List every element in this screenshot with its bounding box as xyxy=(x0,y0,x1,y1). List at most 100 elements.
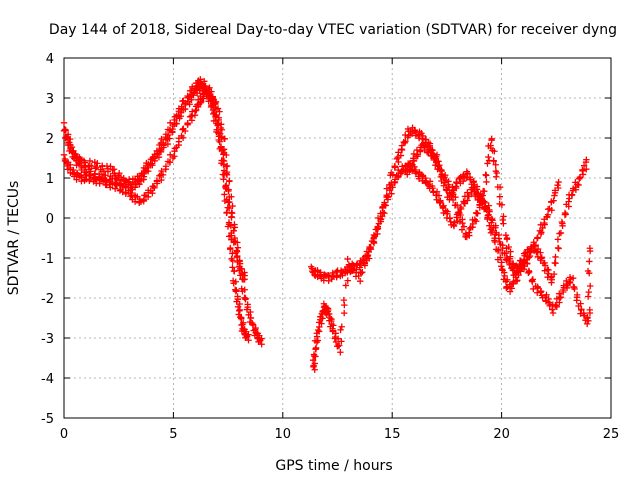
y-axis-label: SDTVAR / TECUs xyxy=(6,181,22,296)
data-point xyxy=(314,268,321,275)
y-tick-label: 0 xyxy=(46,212,54,227)
data-point xyxy=(529,278,536,285)
data-point xyxy=(162,136,170,144)
data-point xyxy=(106,181,113,188)
data-point xyxy=(466,173,474,181)
data-point xyxy=(189,108,196,115)
data-point xyxy=(205,86,212,93)
gridlines xyxy=(64,58,611,418)
data-point xyxy=(60,151,68,158)
data-point xyxy=(220,176,227,183)
data-point xyxy=(344,277,351,284)
data-point xyxy=(78,174,85,181)
data-point xyxy=(325,306,332,314)
data-point xyxy=(72,150,79,158)
data-point xyxy=(491,148,498,155)
data-point xyxy=(411,163,418,171)
data-point xyxy=(493,173,500,180)
data-point xyxy=(537,249,544,256)
data-point xyxy=(232,278,239,285)
y-tick-label: 3 xyxy=(46,92,54,107)
data-point xyxy=(188,112,195,120)
data-point xyxy=(184,120,191,128)
data-point xyxy=(552,302,560,309)
data-point xyxy=(486,208,493,215)
data-point xyxy=(337,349,344,356)
data-point xyxy=(569,274,577,282)
data-point xyxy=(485,202,492,209)
data-point xyxy=(77,172,85,180)
data-point xyxy=(153,178,161,185)
data-point xyxy=(216,108,223,115)
data-point xyxy=(227,222,234,229)
data-point xyxy=(192,107,199,114)
data-point xyxy=(539,224,546,232)
data-point xyxy=(555,178,562,186)
data-point xyxy=(490,157,497,164)
data-point xyxy=(554,236,562,243)
data-point xyxy=(502,231,510,239)
data-point xyxy=(140,196,148,203)
data-point xyxy=(217,143,225,150)
data-point xyxy=(340,296,348,304)
data-point xyxy=(422,174,429,182)
data-point xyxy=(374,223,381,231)
x-tick-label: 20 xyxy=(493,427,510,442)
data-point xyxy=(173,120,180,127)
data-point xyxy=(579,171,587,178)
data-point xyxy=(383,193,390,201)
data-point xyxy=(556,230,563,237)
data-point xyxy=(586,306,593,314)
data-point xyxy=(482,205,489,213)
data-point xyxy=(320,300,328,307)
data-point xyxy=(543,291,550,298)
data-point xyxy=(435,192,443,199)
data-point xyxy=(403,163,411,170)
data-point xyxy=(157,148,165,156)
data-point xyxy=(508,285,515,292)
data-point xyxy=(236,307,243,315)
data-point xyxy=(160,142,167,149)
data-point xyxy=(379,213,386,220)
data-point xyxy=(398,145,405,153)
y-tick-label: -2 xyxy=(41,292,54,307)
data-point xyxy=(580,162,588,169)
y-tick-label: -3 xyxy=(41,332,54,347)
data-point xyxy=(577,300,584,307)
data-point xyxy=(342,282,349,289)
data-point xyxy=(526,249,533,256)
data-point xyxy=(159,171,167,179)
data-point xyxy=(166,159,173,166)
data-point xyxy=(120,180,128,188)
data-point xyxy=(544,213,551,221)
data-point xyxy=(377,216,384,223)
data-point xyxy=(586,258,593,265)
data-point xyxy=(499,242,506,249)
data-point xyxy=(433,151,441,158)
data-point xyxy=(527,245,535,252)
data-point xyxy=(179,134,187,142)
data-point xyxy=(559,220,566,227)
data-point xyxy=(538,229,545,236)
data-point xyxy=(236,306,244,314)
data-point xyxy=(457,205,465,213)
data-point xyxy=(451,219,458,226)
data-point xyxy=(421,144,428,152)
data-point xyxy=(517,264,525,271)
data-point xyxy=(583,156,590,163)
data-point xyxy=(563,277,570,285)
data-point xyxy=(428,149,435,156)
data-point xyxy=(534,235,541,242)
data-point xyxy=(60,127,68,134)
data-point xyxy=(104,168,112,175)
data-point xyxy=(190,91,197,99)
data-point xyxy=(553,303,561,311)
data-point xyxy=(485,153,492,161)
data-points xyxy=(60,76,594,373)
data-point xyxy=(391,179,398,186)
data-point xyxy=(258,341,265,348)
data-point xyxy=(488,135,495,143)
data-point xyxy=(397,152,405,159)
data-point xyxy=(238,265,245,273)
data-point xyxy=(472,218,480,225)
